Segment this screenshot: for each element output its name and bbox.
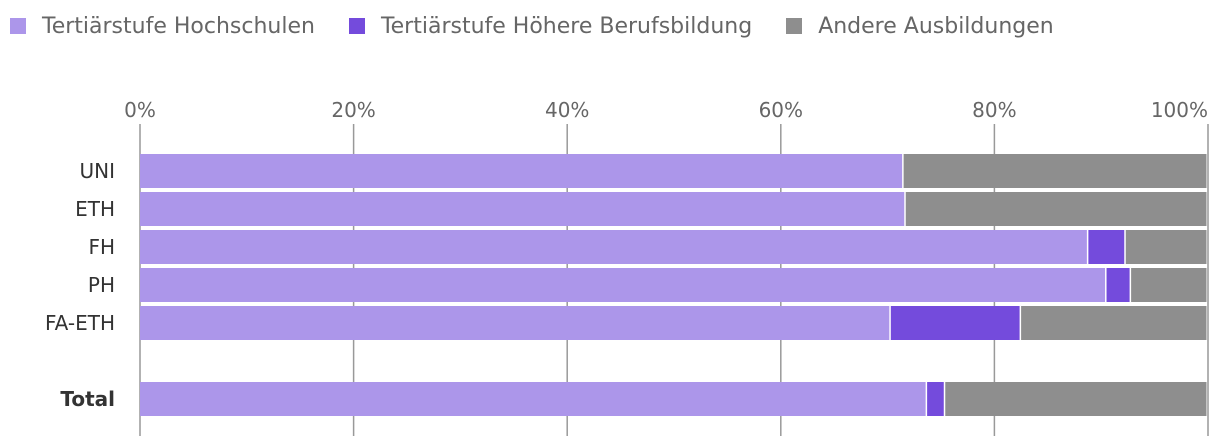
category-label-eth: ETH [75, 197, 115, 221]
x-tick-label-20: 20% [331, 98, 375, 122]
bar-fh-series-0[interactable] [140, 230, 1087, 264]
legend-item-hoehere-berufsbildung[interactable]: Tertiärstufe Höhere Berufsbildung [348, 13, 753, 39]
bar-ph-series-0[interactable] [140, 268, 1106, 302]
x-tick-label-60: 60% [759, 98, 803, 122]
x-tick-label-80: 80% [972, 98, 1016, 122]
category-label-fa-eth: FA-ETH [45, 311, 115, 335]
bar-uni-series-0[interactable] [140, 154, 903, 188]
bar-total-series-2[interactable] [945, 382, 1207, 416]
x-axis-tick-labels: 0% 20% 40% 60% 80% 100% [124, 98, 1208, 122]
category-label-fh: FH [88, 235, 115, 259]
bar-eth-series-0[interactable] [140, 192, 905, 226]
bar-fa-eth-series-0[interactable] [140, 306, 890, 340]
bar-total-series-0[interactable] [140, 382, 926, 416]
bar-fa-eth-series-2[interactable] [1021, 306, 1207, 340]
legend-swatch-andere-ausbildungen [786, 18, 803, 34]
legend-swatch-hochschulen [10, 18, 26, 34]
legend-item-hochschulen[interactable]: Tertiärstufe Hochschulen [10, 14, 315, 39]
category-label-ph: PH [88, 273, 115, 297]
legend-label-andere-ausbildungen: Andere Ausbildungen [818, 13, 1054, 39]
x-tick-label-100: 100% [1151, 98, 1208, 122]
bar-fh-series-2[interactable] [1125, 230, 1207, 264]
bar-fa-eth-series-1[interactable] [890, 306, 1020, 340]
x-tick-label-0: 0% [124, 98, 156, 122]
bar-total-series-1[interactable] [927, 382, 944, 416]
bar-fh-series-1[interactable] [1088, 230, 1125, 264]
category-label-total: Total [60, 387, 115, 411]
bars [140, 154, 1207, 416]
bar-ph-series-2[interactable] [1131, 268, 1207, 302]
bar-uni-series-2[interactable] [903, 154, 1207, 188]
bar-ph-series-1[interactable] [1106, 268, 1130, 302]
legend: Tertiärstufe Hochschulen Tertiärstufe Hö… [10, 10, 1088, 42]
legend-item-andere-ausbildungen[interactable]: Andere Ausbildungen [786, 14, 1054, 39]
x-tick-label-40: 40% [545, 98, 589, 122]
legend-swatch-hoehere-berufsbildung [348, 18, 365, 34]
legend-label-hoehere-berufsbildung: Tertiärstufe Höhere Berufsbildung [380, 13, 753, 39]
legend-label-hochschulen: Tertiärstufe Hochschulen [42, 13, 315, 39]
category-labels: UNI ETH FH PH FA-ETH Total [45, 159, 115, 411]
category-label-uni: UNI [80, 159, 116, 183]
bar-eth-series-2[interactable] [905, 192, 1207, 226]
